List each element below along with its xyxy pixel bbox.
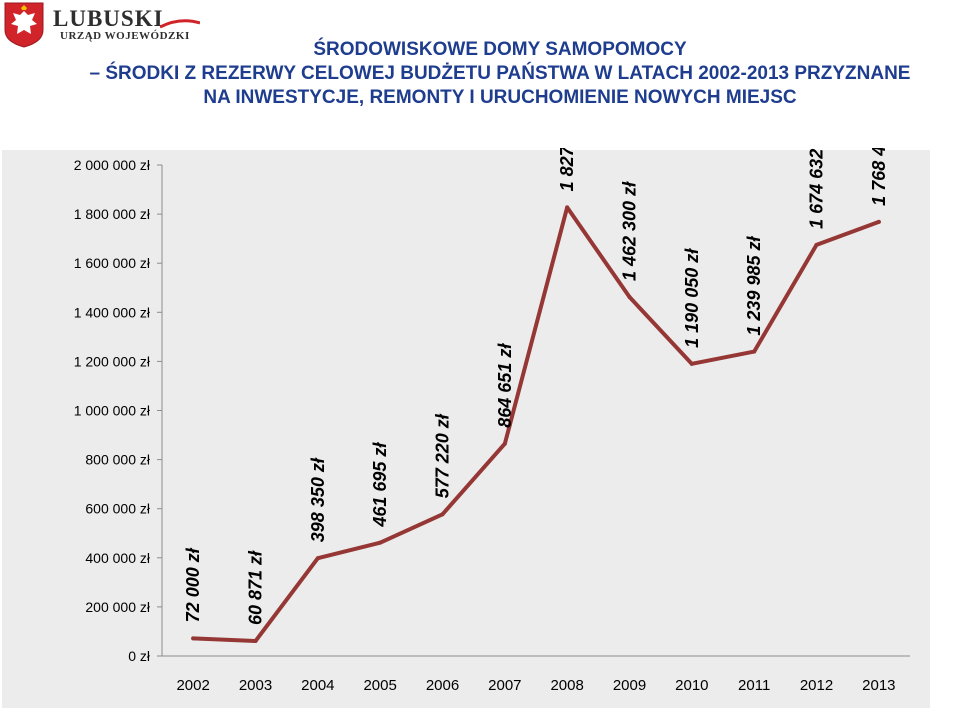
- data-point: [315, 556, 320, 561]
- data-label: 461 695 zł: [370, 442, 390, 528]
- series-line: [191, 205, 881, 644]
- y-tick-label: 200 000 zł: [85, 599, 150, 615]
- logo-swoosh-icon: [160, 19, 200, 29]
- chart: 0 zł 200 000 zł 400 000 zł 600 000 zł 800 00…: [0, 148, 959, 712]
- x-tick-label: 2008: [550, 677, 583, 694]
- y-tick-label: 2 000 000 zł: [74, 157, 151, 173]
- data-point: [502, 441, 507, 446]
- data-label: 1 827 303 zł: [557, 148, 577, 191]
- title-line-3: NA INWESTYCJE, REMONTY I URUCHOMIENIE NO…: [203, 87, 797, 108]
- line-chart: 0 zł 200 000 zł 400 000 zł 600 000 zł 800 00…: [2, 148, 930, 708]
- data-point: [378, 540, 383, 545]
- data-label: 60 871 zł: [246, 550, 266, 625]
- x-tick-label: 2002: [176, 677, 209, 694]
- page-title: ŚRODOWISKOWE DOMY SAMOPOMOCY – ŚRODKI Z …: [60, 38, 940, 110]
- y-tick-label: 1 600 000 zł: [74, 255, 151, 271]
- data-label: 398 350 zł: [308, 457, 328, 542]
- eagle-emblem-icon: [4, 2, 44, 48]
- x-tick-label: 2003: [239, 677, 272, 694]
- data-label: 1 239 985 zł: [744, 236, 764, 336]
- data-point: [689, 361, 694, 366]
- data-point: [565, 205, 570, 210]
- x-tick-label: 2006: [426, 677, 459, 694]
- y-tick-label: 800 000 zł: [85, 452, 150, 468]
- y-tick-label: 1 000 000 zł: [74, 403, 151, 419]
- data-point: [814, 242, 819, 247]
- data-label: 1 768 477 zł: [869, 148, 889, 206]
- y-tick-label: 400 000 zł: [85, 550, 150, 566]
- y-tick-label: 1 200 000 zł: [74, 353, 151, 369]
- x-tick-label: 2013: [862, 677, 895, 694]
- x-tick-label: 2007: [488, 677, 521, 694]
- y-tick-label: 1 800 000 zł: [74, 206, 151, 222]
- data-point: [440, 512, 445, 517]
- data-label: 1 674 632 zł: [807, 148, 827, 229]
- y-tick-label: 600 000 zł: [85, 501, 150, 517]
- x-tick-label: 2004: [301, 677, 334, 694]
- data-point: [253, 639, 258, 644]
- data-label: 1 462 300 zł: [620, 181, 640, 281]
- data-label: 864 651 zł: [495, 343, 515, 428]
- data-label: 72 000 zł: [183, 547, 203, 622]
- title-line-2: – ŚRODKI Z REZERWY CELOWEJ BUDŻETU PAŃST…: [89, 63, 911, 84]
- x-tick-label: 2010: [675, 677, 708, 694]
- logo-subtitle: URZĄD WOJEWÓDZKI: [60, 30, 190, 42]
- title-line-1: ŚRODOWISKOWE DOMY SAMOPOMOCY: [313, 39, 687, 60]
- x-tick-label: 2009: [613, 677, 646, 694]
- x-tick-label: 2005: [363, 677, 396, 694]
- x-tick-label: 2012: [800, 677, 833, 694]
- data-point: [752, 349, 757, 354]
- x-tick-label: 2011: [738, 677, 770, 694]
- y-tick-label: 1 400 000 zł: [74, 304, 151, 320]
- plot-background: [2, 150, 930, 708]
- data-point: [627, 295, 632, 300]
- data-point: [191, 636, 196, 641]
- logo: LUBUSKI URZĄD WOJEWÓDZKI: [0, 0, 240, 48]
- data-label: 577 220 zł: [433, 413, 453, 498]
- logo-brand-text: LUBUSKI: [53, 6, 164, 31]
- data-label: 1 190 050 zł: [682, 248, 702, 348]
- data-point: [876, 219, 881, 224]
- y-tick-label: 0 zł: [128, 648, 151, 664]
